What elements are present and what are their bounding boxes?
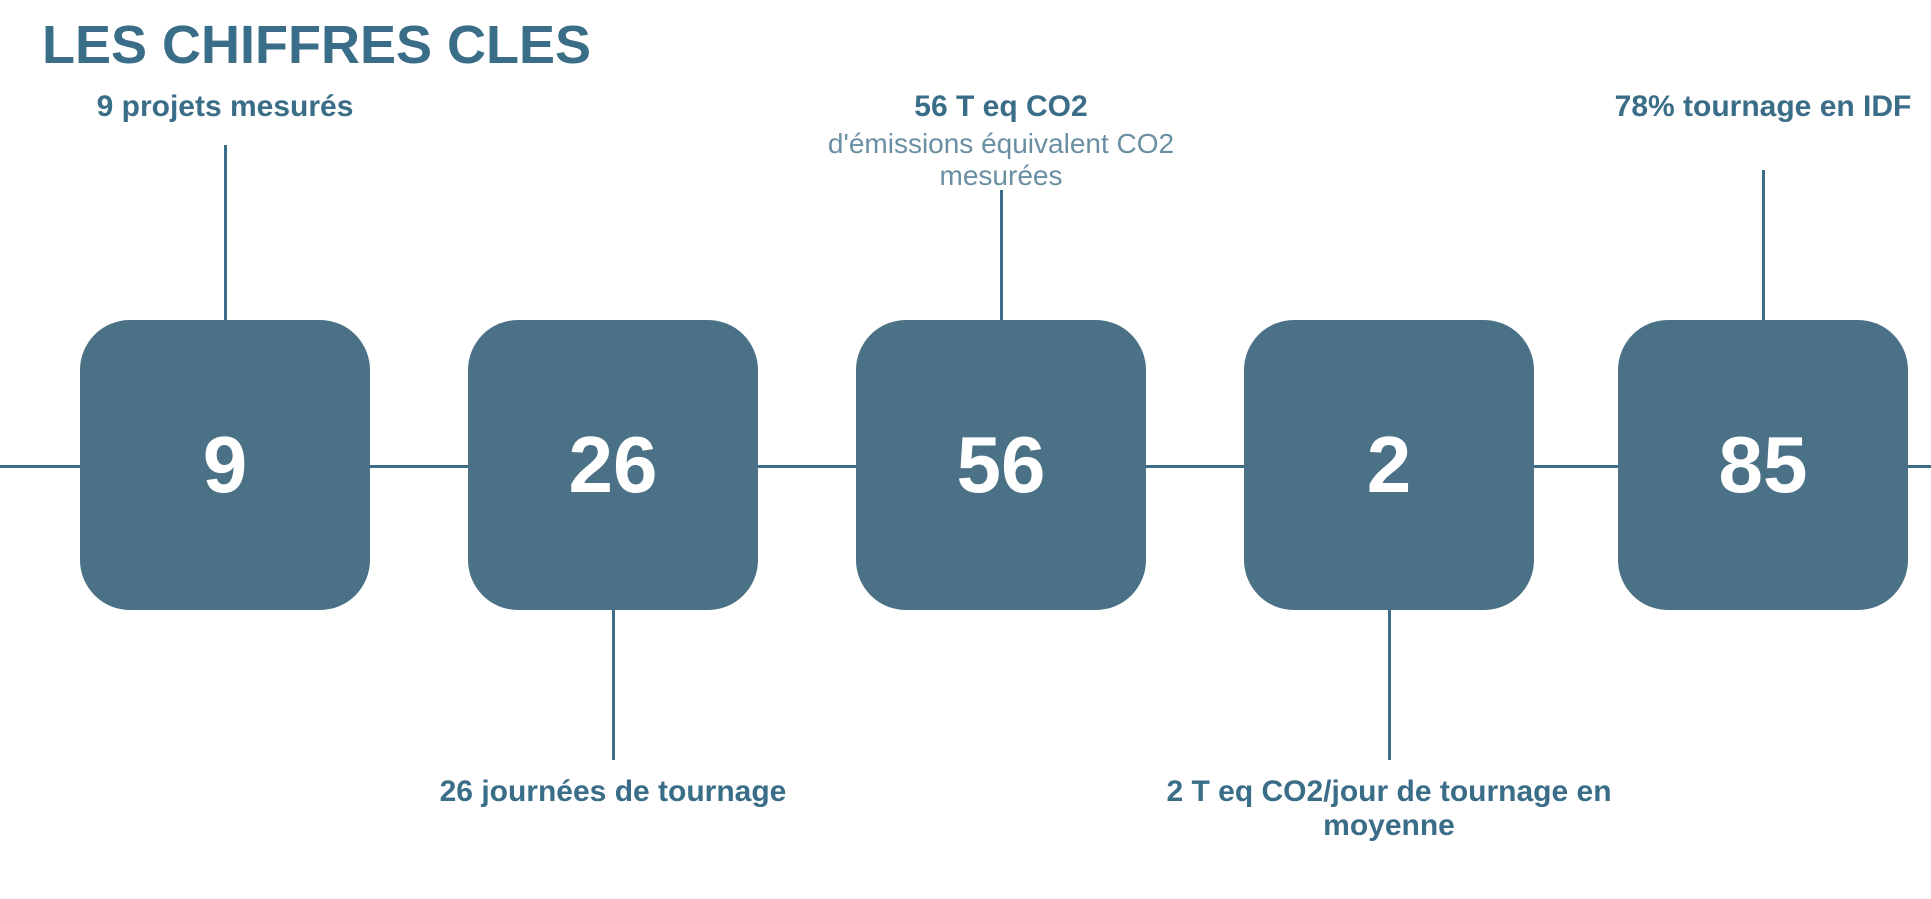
stat-card-value: 9 — [203, 419, 248, 511]
stat-card-2: 56 — [856, 320, 1146, 610]
stat-card-3: 2 — [1244, 320, 1534, 610]
callout-line-0 — [224, 145, 227, 320]
callout-line-3 — [612, 610, 615, 760]
callout-label-main: 2 T eq CO2/jour de tournage en moyenne — [1139, 775, 1639, 843]
callout-label-main: 78% tournage en IDF — [1603, 90, 1923, 124]
callout-label-2: 78% tournage en IDF — [1603, 90, 1923, 124]
stat-card-value: 26 — [569, 419, 658, 511]
callout-label-sub: d'émissions équivalent CO2 mesurées — [781, 128, 1221, 192]
callout-line-2 — [1762, 170, 1765, 320]
callout-label-main: 56 T eq CO2 — [781, 90, 1221, 124]
stat-card-4: 85 — [1618, 320, 1908, 610]
callout-label-4: 2 T eq CO2/jour de tournage en moyenne — [1139, 775, 1639, 843]
callout-label-main: 9 projets mesurés — [45, 90, 405, 124]
callout-label-0: 9 projets mesurés — [45, 90, 405, 124]
callout-label-1: 56 T eq CO2 d'émissions équivalent CO2 me… — [781, 90, 1221, 192]
callout-label-main: 26 journées de tournage — [393, 775, 833, 809]
stat-card-0: 9 — [80, 320, 370, 610]
callout-label-3: 26 journées de tournage — [393, 775, 833, 809]
stat-card-value: 56 — [957, 419, 1046, 511]
callout-line-4 — [1388, 610, 1391, 760]
callout-line-1 — [1000, 190, 1003, 320]
stat-card-1: 26 — [468, 320, 758, 610]
stat-card-value: 85 — [1719, 419, 1808, 511]
page-title: LES CHIFFRES CLES — [42, 14, 591, 76]
stat-card-value: 2 — [1367, 419, 1412, 511]
